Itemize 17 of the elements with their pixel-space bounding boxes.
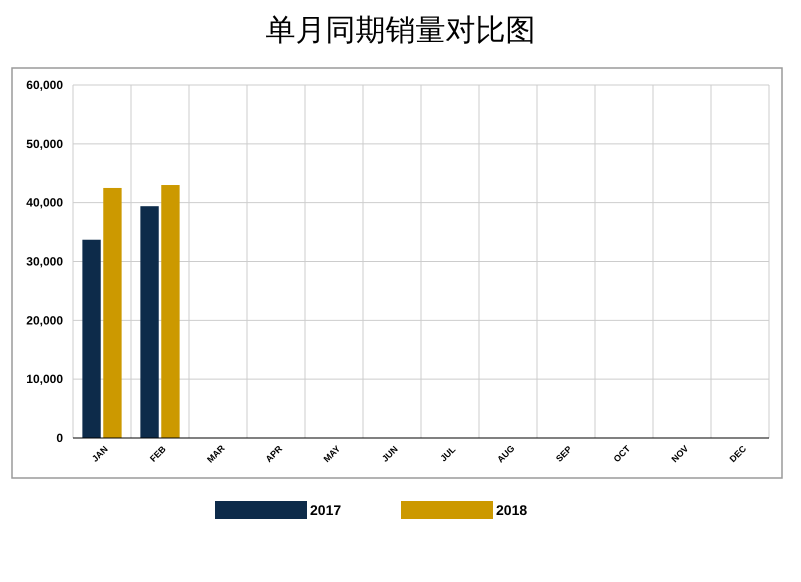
x-tick-label: JUL bbox=[438, 444, 458, 464]
chart-title: 单月同期销量对比图 bbox=[266, 14, 536, 47]
y-tick-label: 40,000 bbox=[26, 196, 64, 210]
bar bbox=[161, 185, 180, 438]
legend-label: 2017 bbox=[310, 502, 342, 518]
legend-item: 2017 bbox=[215, 501, 342, 519]
y-tick-label: 20,000 bbox=[26, 313, 64, 328]
y-tick-label: 30,000 bbox=[26, 254, 64, 268]
bar bbox=[140, 206, 159, 438]
bar bbox=[82, 240, 101, 438]
y-tick-label: 0 bbox=[56, 431, 64, 445]
bar bbox=[103, 188, 122, 438]
legend-label: 2018 bbox=[496, 502, 528, 518]
y-tick-label: 50,000 bbox=[26, 136, 64, 151]
y-tick-label: 10,000 bbox=[26, 372, 64, 386]
legend-item: 2018 bbox=[401, 501, 528, 519]
y-tick-label: 60,000 bbox=[26, 78, 64, 92]
